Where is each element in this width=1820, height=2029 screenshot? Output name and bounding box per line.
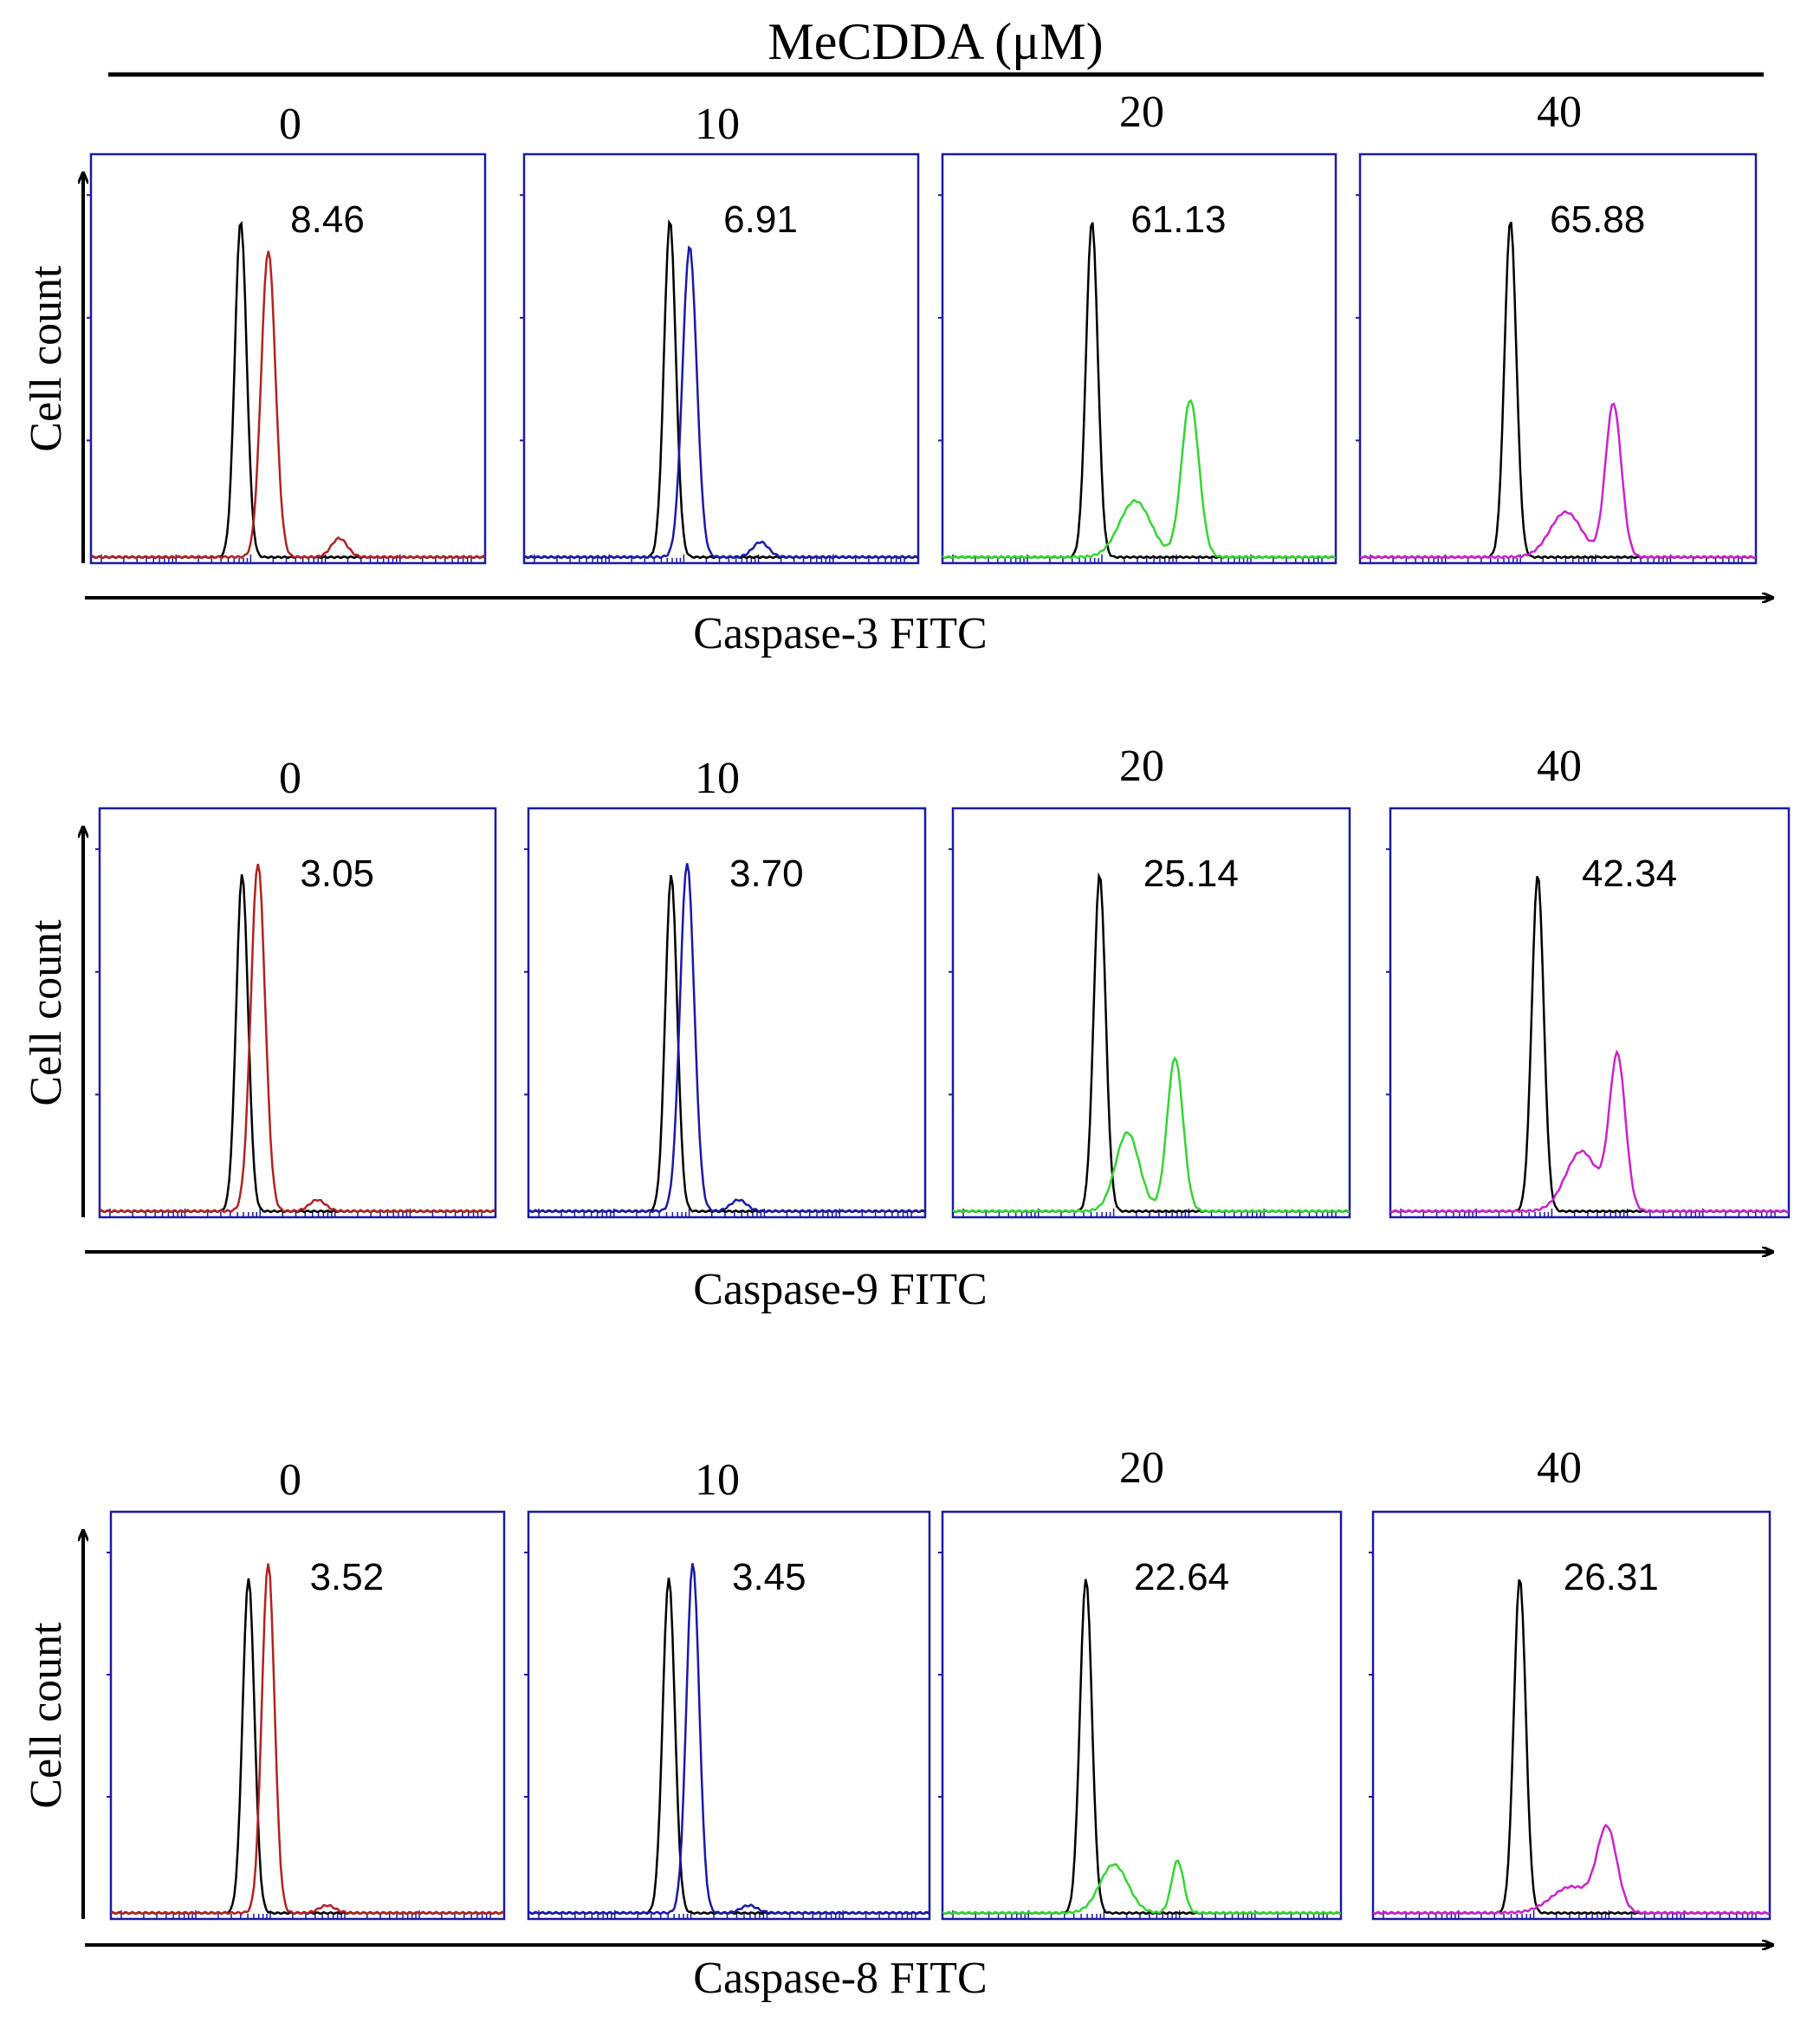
histogram-panel: 106.91 bbox=[520, 100, 920, 565]
percent-value: 26.31 bbox=[1564, 1556, 1659, 1598]
y-axis-label: Cell count bbox=[22, 265, 71, 452]
control-histogram-line bbox=[99, 874, 496, 1214]
percent-value: 65.88 bbox=[1550, 198, 1645, 241]
control-histogram-line bbox=[952, 872, 1350, 1214]
panel-frame bbox=[1389, 807, 1791, 1219]
panel-frame bbox=[527, 1510, 931, 1921]
dose-label: 0 bbox=[279, 1455, 301, 1505]
treated-histogram-line bbox=[528, 863, 926, 1214]
control-histogram-line bbox=[528, 1578, 930, 1916]
panel-frame bbox=[1358, 152, 1758, 565]
dose-label: 40 bbox=[1537, 88, 1582, 137]
control-histogram-line bbox=[110, 1578, 505, 1916]
panel-frame bbox=[527, 807, 927, 1219]
treated-histogram-line bbox=[528, 1563, 930, 1916]
treated-histogram-line bbox=[99, 863, 496, 1214]
dose-label: 0 bbox=[279, 100, 301, 149]
percent-value: 3.70 bbox=[729, 852, 804, 895]
histogram-panel: 20 61.13 bbox=[938, 88, 1337, 565]
histogram-panel: 40 65.88 bbox=[1356, 88, 1758, 565]
panel-frame bbox=[109, 1510, 506, 1921]
percent-value: 8.46 bbox=[290, 198, 365, 241]
control-histogram-line bbox=[1359, 221, 1757, 560]
x-axis-label: Caspase-8 FITC bbox=[693, 1954, 987, 2003]
control-histogram-line bbox=[1372, 1578, 1771, 1916]
histogram-panel: 03.05 bbox=[95, 754, 497, 1219]
panel-frame bbox=[941, 152, 1337, 565]
treated-histogram-line bbox=[952, 1056, 1350, 1214]
percent-value: 42.34 bbox=[1582, 852, 1677, 895]
histogram-panel: 40 26.31 bbox=[1369, 1443, 1771, 1921]
panel-frame bbox=[98, 807, 497, 1219]
panel-frame bbox=[89, 152, 487, 565]
panel-frame bbox=[1371, 1510, 1771, 1921]
histogram-panel: 08.46 bbox=[87, 100, 487, 565]
dose-label: 40 bbox=[1537, 1443, 1582, 1493]
treated-histogram-line bbox=[1359, 402, 1757, 560]
x-axis-label: Caspase-9 FITC bbox=[693, 1265, 987, 1314]
percent-value: 3.45 bbox=[732, 1556, 806, 1598]
treated-histogram-line bbox=[90, 250, 486, 560]
percent-value: 22.64 bbox=[1134, 1556, 1229, 1598]
control-histogram-line bbox=[90, 220, 486, 560]
dose-label: 10 bbox=[695, 754, 740, 803]
treated-histogram-line bbox=[523, 245, 919, 560]
dose-label: 20 bbox=[1119, 1443, 1164, 1493]
control-histogram-line bbox=[942, 1578, 1342, 1916]
histogram-panel: 20 25.14 bbox=[949, 742, 1351, 1219]
percent-value: 3.52 bbox=[310, 1556, 385, 1598]
control-histogram-line bbox=[528, 874, 926, 1214]
panel-frame bbox=[951, 807, 1351, 1219]
histogram-panel: 20 22.64 bbox=[938, 1443, 1343, 1921]
control-histogram-line bbox=[523, 218, 919, 560]
treated-histogram-line bbox=[942, 399, 1337, 560]
histogram-panel: 103.70 bbox=[524, 754, 927, 1219]
figure-title: MeCDDA (μM) bbox=[768, 13, 1103, 70]
panel-frame bbox=[941, 1510, 1343, 1921]
dose-label: 40 bbox=[1537, 742, 1582, 791]
percent-value: 25.14 bbox=[1143, 852, 1239, 895]
y-axis-label: Cell count bbox=[22, 919, 71, 1106]
histogram-panel: 03.52 bbox=[107, 1455, 506, 1921]
control-histogram-line bbox=[942, 222, 1337, 560]
histogram-panel: 40 42.34 bbox=[1386, 742, 1791, 1219]
treated-histogram-line bbox=[1389, 1049, 1790, 1214]
treated-histogram-line bbox=[1372, 1823, 1771, 1916]
percent-value: 6.91 bbox=[723, 198, 798, 241]
panel-frame bbox=[522, 152, 920, 565]
dose-label: 0 bbox=[279, 754, 301, 803]
control-histogram-line bbox=[1389, 876, 1790, 1214]
y-axis-label: Cell count bbox=[22, 1622, 71, 1809]
treated-histogram-line bbox=[110, 1563, 505, 1916]
x-axis-label: Caspase-3 FITC bbox=[693, 609, 987, 658]
histogram-panel: 103.45 bbox=[524, 1455, 931, 1921]
percent-value: 3.05 bbox=[300, 852, 374, 895]
dose-label: 10 bbox=[695, 1455, 740, 1505]
percent-value: 61.13 bbox=[1130, 198, 1226, 241]
treated-histogram-line bbox=[942, 1859, 1342, 1916]
dose-label: 10 bbox=[695, 100, 740, 149]
dose-label: 20 bbox=[1119, 742, 1164, 791]
dose-label: 20 bbox=[1119, 88, 1164, 137]
